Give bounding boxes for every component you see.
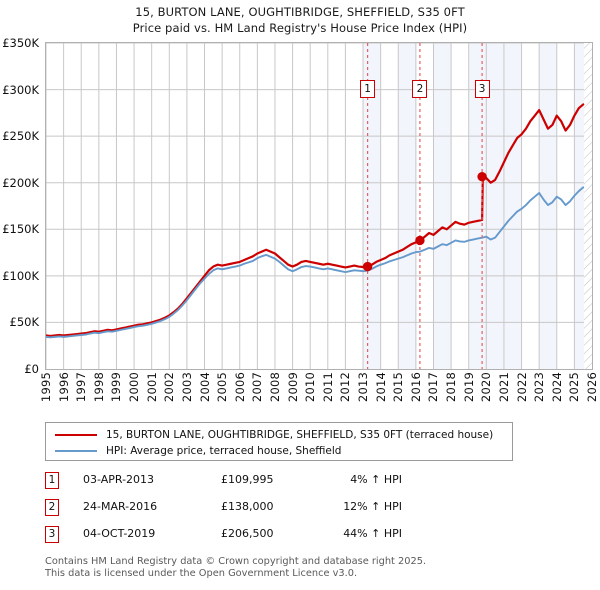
y-tick-label: £50K bbox=[9, 315, 40, 330]
transaction-date: 04-OCT-2019 bbox=[83, 527, 156, 540]
x-tick-label: 2003 bbox=[179, 372, 194, 403]
chart-svg bbox=[46, 43, 592, 369]
legend-color-swatch bbox=[55, 450, 97, 452]
x-tick-label: 2025 bbox=[567, 372, 582, 403]
chart-plot-area[interactable] bbox=[45, 42, 593, 370]
transaction-date: 24-MAR-2016 bbox=[83, 500, 158, 513]
x-tick-label: 2018 bbox=[444, 372, 459, 403]
transaction-badge[interactable]: 2 bbox=[45, 499, 59, 516]
legend-item[interactable]: HPI: Average price, terraced house, Shef… bbox=[46, 443, 512, 459]
table-row[interactable]: 1 03-APR-2013 £109,995 4% ↑ HPI bbox=[45, 470, 445, 497]
legend-item[interactable]: 15, BURTON LANE, OUGHTIBRIDGE, SHEFFIELD… bbox=[46, 427, 512, 443]
x-tick-label: 2008 bbox=[267, 372, 282, 403]
footer-line-1: Contains HM Land Registry data © Crown c… bbox=[45, 556, 427, 567]
transaction-price: £206,500 bbox=[221, 527, 274, 540]
x-tick-label: 2019 bbox=[461, 372, 476, 403]
x-tick-label: 2005 bbox=[215, 372, 230, 403]
x-tick-label: 2009 bbox=[285, 372, 300, 403]
x-tick-label: 2006 bbox=[232, 372, 247, 403]
x-tick-label: 1997 bbox=[74, 372, 89, 403]
x-tick-label: 2000 bbox=[127, 372, 142, 403]
x-tick-label: 2024 bbox=[549, 372, 564, 403]
table-row[interactable]: 2 24-MAR-2016 £138,000 12% ↑ HPI bbox=[45, 497, 445, 524]
y-tick-label: £350K bbox=[2, 36, 39, 50]
transaction-price: £138,000 bbox=[221, 500, 274, 513]
y-tick-label: £250K bbox=[2, 129, 39, 144]
chart-marker-flag-3[interactable]: 3 bbox=[474, 80, 490, 98]
transaction-date: 03-APR-2013 bbox=[83, 473, 155, 486]
x-tick-label: 2004 bbox=[197, 372, 212, 403]
footer-line-2: This data is licensed under the Open Gov… bbox=[45, 567, 358, 579]
x-tick-label: 2022 bbox=[514, 372, 529, 403]
chart-legend: 15, BURTON LANE, OUGHTIBRIDGE, SHEFFIELD… bbox=[45, 422, 513, 461]
title-line-2: Price paid vs. HM Land Registry's House … bbox=[132, 21, 468, 35]
x-tick-label: 2013 bbox=[356, 372, 371, 403]
y-tick-label: £300K bbox=[2, 82, 39, 97]
y-tick-label: £0 bbox=[24, 362, 39, 376]
x-tick-label: 2002 bbox=[162, 372, 177, 403]
y-tick-label: £200K bbox=[2, 175, 39, 190]
chart-marker-flag-2[interactable]: 2 bbox=[412, 80, 428, 98]
transaction-hpi-delta: 4% ↑ HPI bbox=[350, 473, 402, 486]
x-tick-label: 2010 bbox=[303, 372, 318, 403]
transaction-hpi-delta: 12% ↑ HPI bbox=[343, 500, 402, 513]
x-tick-label: 2011 bbox=[320, 372, 335, 403]
y-tick-label: £150K bbox=[2, 222, 39, 237]
x-tick-label: 2007 bbox=[250, 372, 265, 403]
legend-color-swatch bbox=[55, 434, 97, 436]
x-tick-label: 2014 bbox=[373, 372, 388, 403]
chart-marker-flag-1[interactable]: 1 bbox=[360, 80, 376, 98]
x-tick-label: 2020 bbox=[479, 372, 494, 403]
x-tick-label: 2017 bbox=[426, 372, 441, 403]
transaction-badge[interactable]: 1 bbox=[45, 472, 59, 489]
x-tick-label: 2016 bbox=[408, 372, 423, 403]
title-line-1: 15, BURTON LANE, OUGHTIBRIDGE, SHEFFIELD… bbox=[135, 5, 465, 19]
transaction-hpi-delta: 44% ↑ HPI bbox=[343, 527, 402, 540]
transaction-price: £109,995 bbox=[221, 473, 274, 486]
x-tick-label: 1998 bbox=[91, 372, 106, 403]
transaction-badge[interactable]: 3 bbox=[45, 526, 59, 543]
x-tick-label: 1996 bbox=[56, 372, 71, 403]
legend-item-label: 15, BURTON LANE, OUGHTIBRIDGE, SHEFFIELD… bbox=[106, 429, 494, 441]
x-tick-label: 1999 bbox=[109, 372, 124, 403]
x-tick-label: 2023 bbox=[532, 372, 547, 403]
legend-item-label: HPI: Average price, terraced house, Shef… bbox=[106, 445, 342, 457]
x-tick-label: 2026 bbox=[585, 372, 599, 403]
x-tick-label: 2021 bbox=[496, 372, 511, 403]
footer-attribution: Contains HM Land Registry data © Crown c… bbox=[45, 556, 585, 579]
x-tick-label: 2012 bbox=[338, 372, 353, 403]
x-axis-labels: 1995 1996 1997 1998 1999 2000 2001 2002 2003 2004… bbox=[39, 372, 599, 418]
y-axis-labels: £0 £50K £100K £150K £200K £250K £300K £350K bbox=[0, 36, 43, 376]
x-tick-label: 1995 bbox=[39, 372, 53, 403]
x-tick-label: 2015 bbox=[391, 372, 406, 403]
transactions-table: 1 03-APR-2013 £109,995 4% ↑ HPI 2 24-MAR-2016… bbox=[45, 470, 445, 551]
y-tick-label: £100K bbox=[2, 268, 39, 283]
table-row[interactable]: 3 04-OCT-2019 £206,500 44% ↑ HPI bbox=[45, 524, 445, 551]
page-title: 15, BURTON LANE, OUGHTIBRIDGE, SHEFFIELD… bbox=[0, 4, 600, 36]
x-tick-label: 2001 bbox=[144, 372, 159, 403]
